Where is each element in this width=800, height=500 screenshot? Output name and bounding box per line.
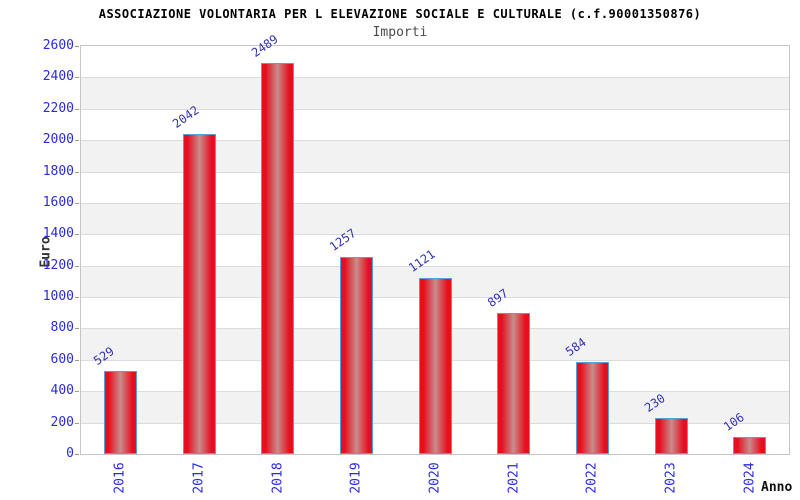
y-tick-mark — [75, 202, 79, 204]
chart-title: ASSOCIAZIONE VOLONTARIA PER L ELEVAZIONE… — [98, 7, 702, 21]
y-tick-label: 2400 — [42, 69, 74, 85]
x-tick-label: 2020 — [427, 462, 443, 494]
x-tick-label: 2017 — [191, 462, 207, 494]
y-tick-mark — [75, 77, 79, 79]
y-tick-label: 2000 — [42, 132, 74, 148]
y-tick-mark — [75, 359, 79, 361]
x-tick-label: 2018 — [270, 462, 286, 494]
y-tick-label: 600 — [50, 351, 74, 367]
x-tick-label: 2021 — [506, 462, 522, 494]
bar — [418, 278, 452, 454]
bar — [339, 256, 373, 454]
y-tick-label: 1000 — [42, 289, 74, 305]
x-tick-label: 2016 — [112, 462, 128, 494]
gridline — [81, 171, 789, 173]
y-tick-mark — [75, 46, 79, 47]
plot-band — [81, 77, 789, 109]
y-tick-mark — [75, 234, 79, 236]
y-tick-mark — [75, 454, 79, 455]
y-tick-label: 200 — [50, 414, 74, 430]
x-tick-label: 2023 — [663, 462, 679, 494]
bar — [497, 313, 531, 454]
y-tick-mark — [75, 422, 79, 424]
y-tick-mark — [75, 328, 79, 330]
y-tick-mark — [75, 297, 79, 299]
y-tick-label: 1200 — [42, 257, 74, 273]
y-tick-mark — [75, 391, 79, 393]
plot-area: 529 2042 2489 1257 1121 897 584 230 106 — [80, 32, 790, 455]
gridline — [81, 140, 789, 142]
y-tick-mark — [75, 265, 79, 267]
y-tick-label: 2600 — [42, 38, 74, 53]
gridline — [81, 265, 789, 267]
gridline — [81, 202, 789, 204]
y-tick-label: 1600 — [42, 194, 74, 210]
bar — [261, 63, 295, 454]
chart-subtitle: Importi — [372, 25, 428, 40]
x-tick-label: 2019 — [348, 462, 364, 494]
gridline — [81, 108, 789, 110]
bar — [103, 371, 137, 454]
y-tick-label: 800 — [50, 320, 74, 336]
y-tick-label: 400 — [50, 383, 74, 399]
gridline — [81, 234, 789, 236]
y-tick-label: 0 — [66, 446, 74, 461]
bar — [733, 437, 767, 454]
y-tick-mark — [75, 171, 79, 173]
bar — [575, 362, 609, 454]
bar — [182, 133, 216, 454]
x-tick-label: 2024 — [742, 462, 758, 494]
bar — [654, 417, 688, 454]
y-tick-mark — [75, 108, 79, 110]
y-tick-mark — [75, 140, 79, 142]
y-tick-label: 1400 — [42, 226, 74, 242]
gridline — [81, 77, 789, 79]
y-tick-label: 1800 — [42, 163, 74, 179]
y-tick-label: 2200 — [42, 100, 74, 116]
x-axis-title: Anno — [761, 480, 793, 495]
x-tick-label: 2022 — [584, 462, 600, 494]
plot-band — [81, 46, 789, 78]
